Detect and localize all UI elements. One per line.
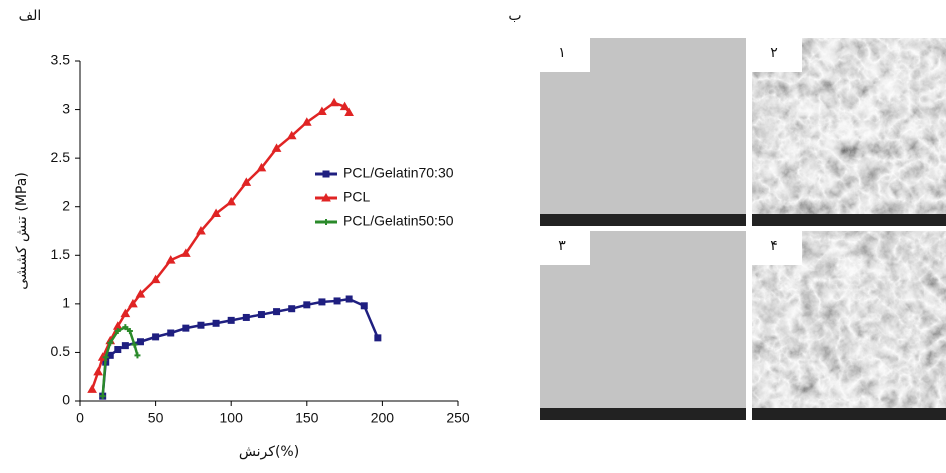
y-tick-label: 0 [62,392,70,408]
x-tick-label: 250 [446,410,470,426]
y-tick-label: 2 [62,197,70,213]
y-tick-label: 0.5 [51,343,71,359]
marker [360,302,368,310]
sem-images: ۱ ۲ ۳ ۴ [540,38,946,420]
series [99,295,382,400]
image-label: ۲ [770,45,778,61]
marker [333,297,341,305]
marker [227,316,235,324]
marker [303,301,311,309]
marker [165,255,176,264]
info-bar [540,214,746,226]
marker [317,106,327,116]
marker [197,321,205,329]
marker [329,97,339,107]
info-bar [540,408,746,420]
marker [271,143,282,152]
info-bar [752,214,946,226]
x-tick-label: 150 [295,410,319,426]
x-tick-label: 200 [371,410,395,426]
marker [121,342,129,350]
marker [212,319,220,327]
marker [135,289,146,298]
marker [131,341,138,348]
marker [196,225,206,235]
marker [345,295,353,303]
label-box [752,231,802,265]
image-label: ۴ [770,238,778,254]
marker [99,393,106,400]
image-label: ۱ [558,45,566,61]
marker [374,334,382,342]
marker [120,308,131,318]
marker [102,354,109,361]
x-axis-label: کرنش(%) [239,444,299,460]
x-tick-label: 0 [76,410,84,426]
legend-label: PCL/Gelatin70:30 [343,165,454,181]
x-tick-label: 50 [148,410,164,426]
marker [114,328,121,335]
marker [150,274,161,284]
y-axis-label: تنش کششی (MPa) [14,172,30,290]
x-tick-label: 100 [220,410,244,426]
legend-label: PCL [343,189,370,205]
marker [152,333,160,341]
line [90,101,351,390]
y-tick-label: 1 [62,295,70,311]
panel-label: الف [19,8,42,24]
label-box [540,231,590,265]
info-bar [752,408,946,420]
marker [241,177,252,186]
marker [114,346,122,354]
marker [107,339,114,346]
marker [93,366,104,376]
marker [136,338,144,346]
marker [256,162,267,172]
marker [321,192,331,202]
marker [122,324,129,331]
marker [128,298,138,308]
marker [273,308,281,316]
marker [182,324,190,332]
legend-label: PCL/Gelatin50:50 [343,213,454,229]
marker [167,329,175,337]
y-tick-label: 3.5 [51,52,71,68]
marker [226,196,237,206]
marker [257,311,265,319]
marker [87,384,97,393]
marker [322,170,330,178]
line [101,297,380,397]
marker [286,130,297,140]
marker [344,107,354,116]
marker [211,208,221,218]
marker [339,101,350,111]
panel-label: ب [508,8,521,24]
y-tick-label: 1.5 [51,246,71,262]
marker [301,117,312,126]
marker [180,248,191,257]
marker [242,313,250,321]
y-tick-label: 2.5 [51,149,71,165]
image-label: ۳ [558,238,566,254]
series [99,324,141,400]
label-box [752,38,802,72]
marker [288,305,296,313]
label-box [540,38,590,72]
marker [318,298,326,306]
marker [134,352,141,359]
y-tick-label: 3 [62,100,70,116]
marker [323,219,329,225]
marker [126,328,133,335]
